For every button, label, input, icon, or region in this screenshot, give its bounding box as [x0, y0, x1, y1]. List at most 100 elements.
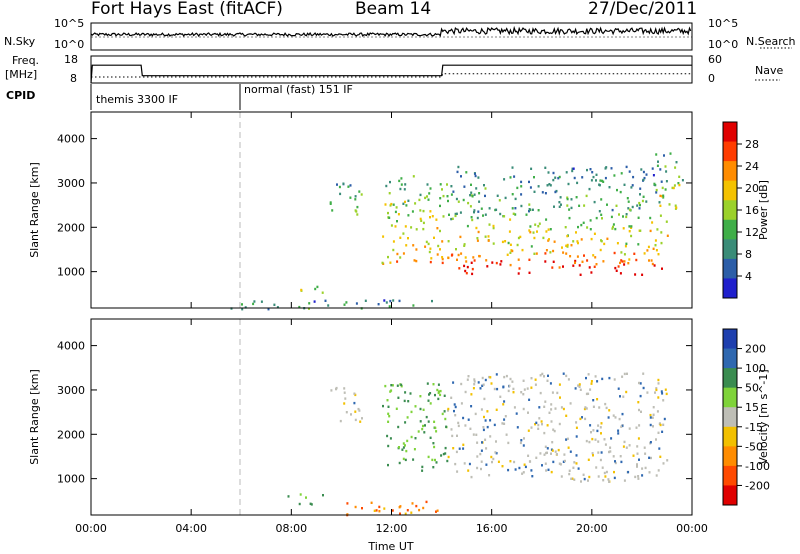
data-cell [458, 447, 461, 450]
data-cell [608, 186, 611, 189]
x-tick-label: 16:00 [476, 522, 508, 535]
data-cell [504, 196, 507, 200]
data-cell [552, 260, 555, 263]
data-cell [593, 265, 596, 268]
data-cell [394, 210, 397, 214]
data-cell [530, 377, 533, 380]
data-cell [627, 200, 630, 203]
data-cell [418, 508, 421, 512]
data-cell [659, 204, 662, 207]
data-cell [515, 412, 518, 415]
colorbar-segment [723, 407, 737, 428]
data-cell [504, 415, 507, 418]
data-cell [533, 190, 536, 193]
data-cell [530, 469, 533, 472]
data-cell [417, 430, 420, 433]
data-cell [524, 465, 527, 469]
data-cell [472, 387, 475, 390]
data-cell [477, 230, 480, 234]
data-cell [360, 193, 363, 196]
colorbar-tick-label: 200 [745, 343, 766, 356]
data-cell [594, 438, 597, 441]
data-cell [486, 425, 489, 429]
data-cell [425, 500, 428, 504]
data-cell [472, 256, 475, 259]
data-cell [429, 187, 432, 190]
data-cell [583, 204, 586, 207]
data-cell [404, 444, 406, 447]
data-cell [491, 261, 494, 264]
data-cell [404, 183, 407, 186]
data-cell [330, 389, 333, 392]
data-cell [385, 184, 388, 188]
data-cell [576, 255, 579, 258]
colorbar-segment [723, 278, 737, 299]
data-cell [431, 215, 434, 218]
data-cell [544, 260, 547, 263]
data-cell [466, 265, 469, 269]
data-cell [314, 287, 317, 291]
data-cell [528, 398, 531, 401]
data-cell [589, 228, 592, 231]
data-cell [636, 465, 638, 468]
data-cell [535, 252, 538, 255]
data-cell [622, 445, 625, 448]
data-cell [305, 496, 307, 499]
data-cell [429, 436, 432, 439]
data-cell [439, 183, 442, 186]
data-cell [655, 474, 658, 477]
data-cell [437, 244, 440, 248]
data-cell [534, 223, 537, 226]
data-cell [547, 171, 550, 174]
data-cell [588, 266, 591, 269]
data-cell [392, 299, 395, 302]
data-cell [484, 378, 487, 382]
data-cell [548, 238, 550, 241]
data-cell [549, 184, 552, 187]
data-cell [415, 228, 418, 231]
data-cell [655, 153, 658, 156]
data-cell [456, 170, 459, 174]
data-cell [511, 166, 514, 169]
data-cell [455, 450, 458, 454]
data-cell [431, 458, 434, 462]
data-cell [613, 251, 616, 255]
data-cell [579, 417, 582, 421]
data-cell [517, 272, 520, 275]
data-cell [586, 226, 589, 229]
data-cell [391, 384, 394, 387]
data-cell [558, 175, 561, 179]
data-cell [429, 260, 432, 264]
data-cell [405, 244, 408, 247]
data-cell [370, 501, 373, 504]
data-cell [600, 213, 603, 216]
data-cell [590, 382, 593, 385]
data-cell [470, 475, 473, 479]
data-cell [644, 466, 647, 470]
data-cell [442, 215, 445, 218]
colorbar-tick-label: 12 [745, 226, 759, 239]
data-cell [566, 197, 569, 201]
data-cell [503, 215, 506, 218]
data-cell [473, 193, 476, 196]
data-cell [388, 216, 391, 219]
data-cell [567, 182, 570, 186]
data-cell [465, 171, 468, 174]
data-cell [354, 418, 357, 422]
data-cell [399, 256, 402, 259]
nsky-tick-bottom-left: 10^0 [54, 38, 84, 51]
data-cell [657, 431, 660, 434]
data-cell [579, 273, 582, 276]
data-cell [390, 224, 393, 227]
data-cell [338, 185, 341, 189]
data-cell [354, 393, 357, 397]
data-cell [474, 172, 476, 175]
data-cell [599, 248, 602, 252]
data-cell [657, 469, 660, 472]
data-cell [428, 250, 431, 254]
data-cell [484, 187, 487, 190]
data-cell [410, 226, 413, 229]
data-cell [560, 475, 563, 478]
data-cell [576, 240, 579, 243]
data-cell [539, 374, 542, 377]
